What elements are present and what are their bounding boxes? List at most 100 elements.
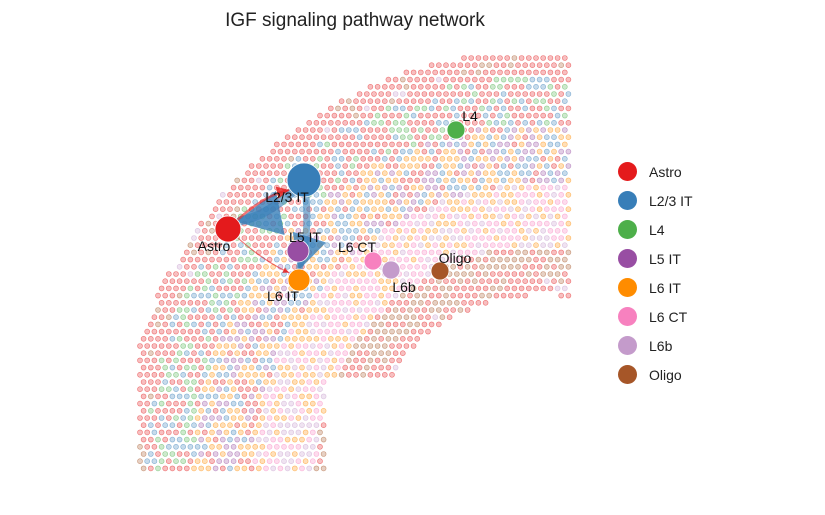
tissue-spot (504, 213, 511, 220)
tissue-spot (385, 278, 392, 285)
tissue-spot (428, 105, 435, 112)
tissue-spot (324, 314, 331, 321)
tissue-spot (536, 177, 543, 184)
tissue-spot (212, 379, 219, 385)
tissue-spot (378, 120, 385, 126)
tissue-spot (324, 328, 331, 335)
tissue-spot (227, 206, 233, 212)
tissue-spot (238, 386, 244, 393)
tissue-spot (417, 271, 424, 277)
tissue-spot (540, 127, 547, 133)
tissue-spot (194, 429, 201, 436)
tissue-spot (273, 400, 280, 407)
tissue-spot (288, 429, 295, 436)
tissue-spot (273, 328, 280, 335)
tissue-spot (313, 451, 320, 457)
tissue-spot (522, 235, 529, 241)
tissue-spot (158, 357, 165, 364)
tissue-spot (515, 62, 521, 68)
tissue-spot (291, 422, 298, 429)
tissue-spot (273, 256, 280, 263)
tissue-spot (360, 213, 367, 220)
tissue-spot (446, 314, 453, 321)
tissue-spot (403, 242, 410, 248)
tissue-spot (482, 170, 489, 176)
tissue-spot (263, 292, 269, 299)
tissue-spot (522, 76, 529, 83)
tissue-spot (148, 350, 154, 357)
tissue-spot (317, 371, 323, 378)
tissue-spot (327, 235, 334, 241)
tissue-spot (263, 321, 269, 328)
tissue-spot (356, 134, 363, 140)
tissue-spot (353, 371, 359, 378)
tissue-spot (335, 206, 341, 212)
tissue-spot (184, 249, 190, 256)
tissue-spot (288, 415, 295, 421)
tissue-spot (313, 134, 320, 140)
tissue-spot (518, 156, 525, 162)
tissue-spot (187, 271, 194, 277)
tissue-spot (248, 407, 255, 414)
tissue-spot (486, 220, 493, 227)
tissue-spot (378, 206, 385, 212)
tissue-spot (432, 69, 439, 76)
tissue-spot (273, 141, 280, 148)
tissue-spot (353, 141, 359, 148)
tissue-spot (450, 307, 457, 313)
tissue-spot (212, 307, 219, 313)
tissue-spot (518, 98, 525, 104)
tissue-spot (281, 357, 287, 364)
tissue-spot (399, 163, 406, 169)
tissue-spot (489, 199, 496, 205)
tissue-spot (220, 206, 226, 212)
tissue-spot (317, 386, 323, 393)
tissue-spot (270, 407, 277, 414)
tissue-spot (234, 393, 240, 400)
tissue-spot (374, 271, 381, 277)
tissue-spot (435, 134, 442, 140)
tissue-spot (198, 278, 204, 285)
tissue-spot (461, 213, 467, 220)
tissue-spot (180, 429, 186, 436)
tissue-spot (392, 292, 399, 299)
tissue-spot (457, 206, 464, 212)
tissue-spot (363, 292, 370, 299)
tissue-spot (302, 328, 309, 335)
tissue-spot (457, 177, 464, 184)
tissue-spot (367, 242, 374, 248)
tissue-spot (148, 364, 154, 371)
tissue-spot (349, 134, 356, 140)
tissue-spot (425, 228, 431, 234)
tissue-spot (306, 465, 313, 472)
tissue-spot (155, 451, 161, 457)
tissue-spot (561, 184, 568, 191)
tissue-spot (216, 357, 222, 364)
tissue-spot (198, 379, 204, 385)
tissue-spot (155, 292, 161, 299)
tissue-spot (378, 148, 385, 155)
tissue-spot (367, 184, 374, 191)
tissue-spot (360, 199, 367, 205)
tissue-spot (227, 335, 233, 342)
tissue-spot (291, 335, 298, 342)
tissue-spot (295, 429, 302, 436)
tissue-spot (363, 235, 370, 241)
tissue-spot (342, 364, 349, 371)
tissue-spot (317, 285, 323, 292)
tissue-spot (486, 163, 493, 169)
tissue-spot (317, 443, 323, 450)
tissue-spot (453, 271, 460, 277)
tissue-spot (338, 328, 345, 335)
tissue-spot (543, 192, 550, 198)
tissue-spot (453, 256, 460, 263)
tissue-spot (176, 451, 183, 457)
tissue-spot (166, 371, 172, 378)
tissue-spot (385, 235, 392, 241)
tissue-spot (497, 242, 503, 248)
tissue-spot (468, 170, 475, 176)
tissue-spot (349, 235, 356, 241)
tissue-spot (158, 458, 165, 465)
tissue-spot (533, 112, 539, 119)
tissue-spot (191, 263, 197, 270)
